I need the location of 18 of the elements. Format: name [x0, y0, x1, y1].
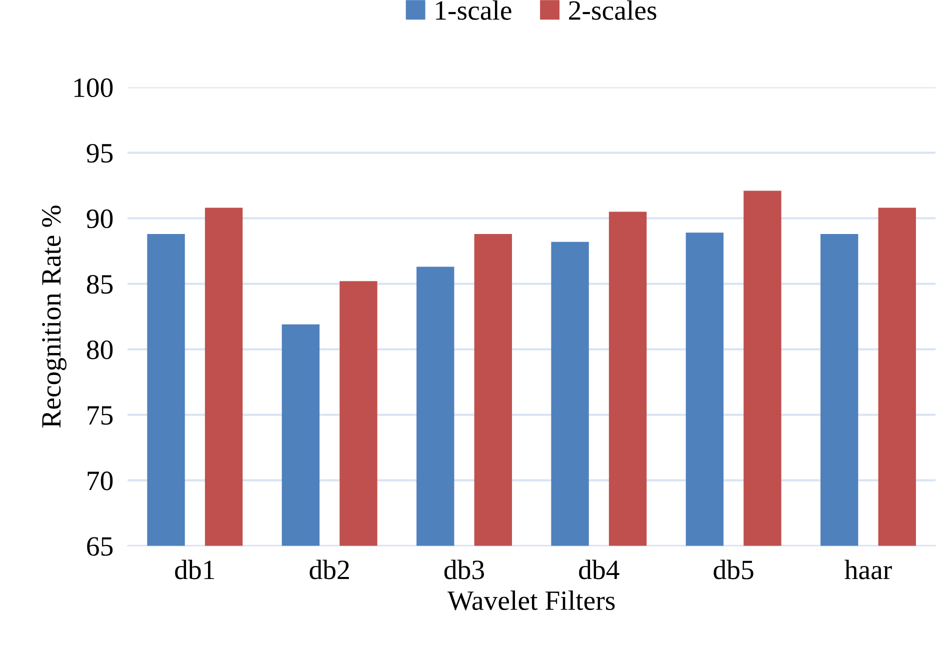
x-axis-title: Wavelet Filters [447, 590, 615, 610]
x-tick-label: db1 [175, 560, 214, 580]
y-tick-label: 65 [87, 537, 113, 556]
legend-label: 2-scales [569, 0, 656, 20]
y-tick-label: 100 [74, 78, 113, 98]
x-tick-label: db2 [310, 560, 349, 580]
y-tick-label: 75 [88, 406, 113, 425]
y-tick-label: 70 [88, 472, 113, 490]
y-tick-label: 90 [86, 209, 113, 228]
y-tick-label: 95 [86, 144, 113, 163]
x-tick-label: db5 [714, 560, 754, 580]
y-tick-label: 85 [86, 274, 113, 294]
x-tick-label: db3 [444, 560, 484, 580]
y-axis-title: Recognition Rate % [42, 206, 66, 428]
x-tick-label: db4 [579, 560, 620, 580]
x-tick-label: haar [844, 560, 892, 580]
y-tick-label: 80 [86, 340, 113, 360]
legend-label: 1-scale [436, 0, 512, 20]
